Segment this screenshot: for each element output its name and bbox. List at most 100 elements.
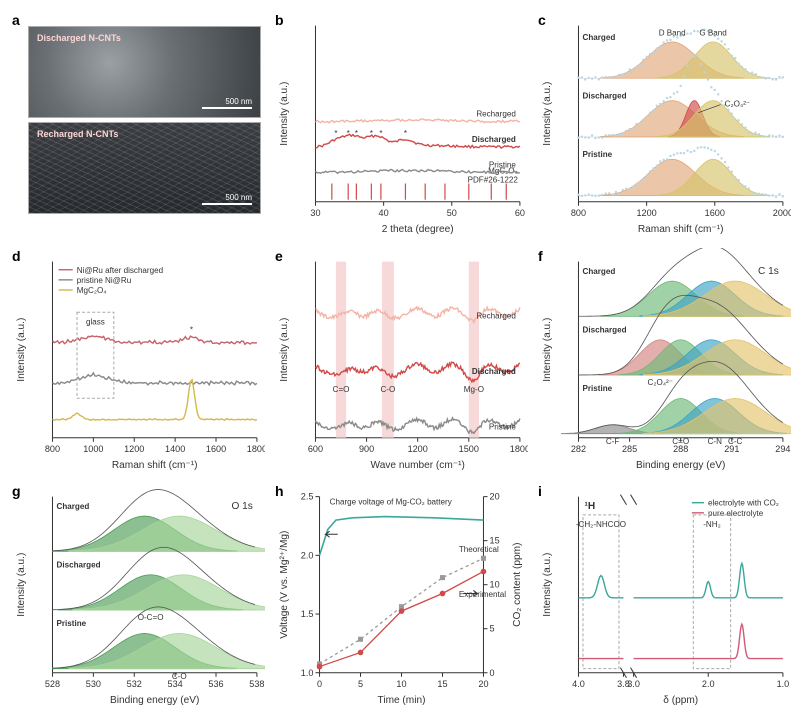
- nmr-plot: 4.03.83.02.01.0δ (ppm)Intensity (a.u.)¹H…: [538, 483, 791, 709]
- svg-text:60: 60: [515, 208, 525, 218]
- svg-text:1600: 1600: [206, 444, 226, 454]
- svg-text:Charged: Charged: [583, 33, 616, 42]
- svg-text:C 1s: C 1s: [758, 265, 779, 276]
- svg-text:CO₂ content (ppm): CO₂ content (ppm): [512, 543, 523, 627]
- svg-text:0: 0: [317, 679, 322, 689]
- scalebar: [202, 107, 252, 109]
- svg-text:4.0: 4.0: [572, 679, 585, 689]
- svg-text:Experimental: Experimental: [459, 590, 506, 599]
- svg-text:10: 10: [490, 580, 500, 590]
- svg-text:285: 285: [622, 444, 637, 454]
- svg-text:10: 10: [396, 679, 406, 689]
- figure-grid: a Discharged N-CNTs 500 nm Recharged N-C…: [0, 0, 803, 714]
- scalebar-text: 500 nm: [225, 97, 252, 106]
- xps-c1s-plot: 294291288285282Binding energy (eV)Intens…: [538, 248, 791, 474]
- raman-stack-plot: 800120016002000Raman shift (cm⁻¹)Intensi…: [538, 12, 791, 238]
- panel-a: a Discharged N-CNTs 500 nm Recharged N-C…: [12, 12, 265, 238]
- svg-text:536: 536: [208, 679, 223, 689]
- svg-text:15: 15: [437, 679, 447, 689]
- panel-label-b: b: [275, 12, 284, 28]
- sem-pair: Discharged N-CNTs 500 nm Recharged N-CNT…: [28, 26, 261, 236]
- svg-text:O 1s: O 1s: [231, 501, 252, 512]
- svg-text:Recharged: Recharged: [476, 110, 516, 119]
- svg-text:Intensity (a.u.): Intensity (a.u.): [279, 82, 290, 146]
- svg-text:MgC₂O₄: MgC₂O₄: [77, 286, 107, 295]
- svg-text:0: 0: [490, 668, 495, 678]
- svg-text:*: *: [334, 129, 338, 138]
- svg-text:1800: 1800: [247, 444, 265, 454]
- xrd-plot: 304050602 theta (degree)Intensity (a.u.)…: [275, 12, 528, 238]
- svg-text:Intensity (a.u.): Intensity (a.u.): [542, 82, 553, 146]
- svg-text:900: 900: [359, 444, 374, 454]
- svg-text:1200: 1200: [637, 208, 657, 218]
- svg-text:*: *: [404, 129, 408, 138]
- svg-text:δ (ppm): δ (ppm): [663, 695, 698, 706]
- svg-text:C-N: C-N: [708, 436, 723, 445]
- svg-text:pristine Ni@Ru: pristine Ni@Ru: [77, 276, 131, 285]
- svg-text:pure electrolyte: pure electrolyte: [708, 509, 764, 518]
- svg-text:Discharged: Discharged: [583, 325, 627, 334]
- svg-text:Pristine: Pristine: [489, 422, 516, 431]
- svg-text:electrolyte with CO₂: electrolyte with CO₂: [708, 499, 779, 508]
- svg-text:¹H: ¹H: [585, 501, 596, 512]
- svg-text:1200: 1200: [124, 444, 144, 454]
- svg-text:PDF#26-1222: PDF#26-1222: [468, 175, 519, 184]
- svg-text:1.5: 1.5: [301, 609, 314, 619]
- svg-text:Charge voltage of Mg-CO₂ batte: Charge voltage of Mg-CO₂ battery: [330, 498, 453, 507]
- svg-text:5: 5: [490, 624, 495, 634]
- voltage-co2-plot: 051015201.01.52.02.505101520Time (min)Vo…: [275, 483, 528, 709]
- svg-text:C₂O₄²⁻: C₂O₄²⁻: [725, 100, 751, 109]
- svg-text:-CH₂-NHCOO: -CH₂-NHCOO: [576, 520, 626, 529]
- svg-text:Theoretical: Theoretical: [459, 545, 499, 554]
- panel-h: h 051015201.01.52.02.505101520Time (min)…: [275, 483, 528, 709]
- svg-text:Charged: Charged: [583, 266, 616, 275]
- sem-title: Discharged N-CNTs: [37, 33, 121, 43]
- panel-label-d: d: [12, 248, 21, 264]
- svg-text:Raman shift (cm⁻¹): Raman shift (cm⁻¹): [112, 460, 198, 471]
- scalebar-text: 500 nm: [225, 193, 252, 202]
- svg-text:C=O: C=O: [333, 385, 350, 394]
- svg-text:Discharged: Discharged: [57, 561, 101, 570]
- svg-text:Discharged: Discharged: [472, 367, 516, 376]
- svg-text:C-C: C-C: [728, 436, 743, 445]
- svg-text:Intensity (a.u.): Intensity (a.u.): [279, 317, 290, 381]
- svg-text:Raman shift (cm⁻¹): Raman shift (cm⁻¹): [638, 224, 724, 235]
- raman-plot: 80010001200140016001800Raman shift (cm⁻¹…: [12, 248, 265, 474]
- svg-text:C-F: C-F: [606, 436, 620, 445]
- svg-text:20: 20: [478, 679, 488, 689]
- panel-label-f: f: [538, 248, 543, 264]
- svg-text:Intensity (a.u.): Intensity (a.u.): [16, 553, 27, 617]
- svg-text:G Band: G Band: [699, 29, 726, 38]
- xps-o1s-plot: 538536534532530528Binding energy (eV)Int…: [12, 483, 265, 709]
- svg-text:3.0: 3.0: [627, 679, 640, 689]
- svg-text:282: 282: [571, 444, 586, 454]
- svg-text:2.0: 2.0: [702, 679, 715, 689]
- svg-text:530: 530: [86, 679, 101, 689]
- panel-e: e 180015001200900600Wave number (cm⁻¹)In…: [275, 248, 528, 474]
- svg-text:C=O: C=O: [672, 436, 689, 445]
- svg-text:D Band: D Band: [659, 29, 686, 38]
- svg-text:Pristine: Pristine: [583, 150, 613, 159]
- svg-text:*: *: [347, 129, 351, 138]
- svg-text:2.5: 2.5: [301, 492, 314, 502]
- svg-text:2.0: 2.0: [301, 551, 314, 561]
- panel-d: d 80010001200140016001800Raman shift (cm…: [12, 248, 265, 474]
- svg-text:Voltage (V vs. Mg²⁺/Mg): Voltage (V vs. Mg²⁺/Mg): [279, 531, 290, 639]
- svg-text:528: 528: [45, 679, 60, 689]
- panel-label-c: c: [538, 12, 546, 28]
- svg-text:Discharged: Discharged: [472, 135, 516, 144]
- svg-text:Binding energy (eV): Binding energy (eV): [636, 460, 725, 471]
- svg-text:1500: 1500: [459, 444, 479, 454]
- svg-text:Intensity (a.u.): Intensity (a.u.): [16, 317, 27, 381]
- svg-text:Pristine: Pristine: [489, 160, 516, 169]
- svg-text:C₂O₄²⁻: C₂O₄²⁻: [647, 378, 673, 387]
- svg-text:800: 800: [571, 208, 586, 218]
- svg-text:1200: 1200: [408, 444, 428, 454]
- svg-text:glass: glass: [86, 317, 105, 326]
- svg-text:800: 800: [45, 444, 60, 454]
- panel-g: g 538536534532530528Binding energy (eV)I…: [12, 483, 265, 709]
- svg-text:-NH₂: -NH₂: [703, 520, 721, 529]
- panel-i: i 4.03.83.02.01.0δ (ppm)Intensity (a.u.)…: [538, 483, 791, 709]
- svg-text:C-O: C-O: [380, 385, 395, 394]
- svg-text:Wave number (cm⁻¹): Wave number (cm⁻¹): [371, 460, 465, 471]
